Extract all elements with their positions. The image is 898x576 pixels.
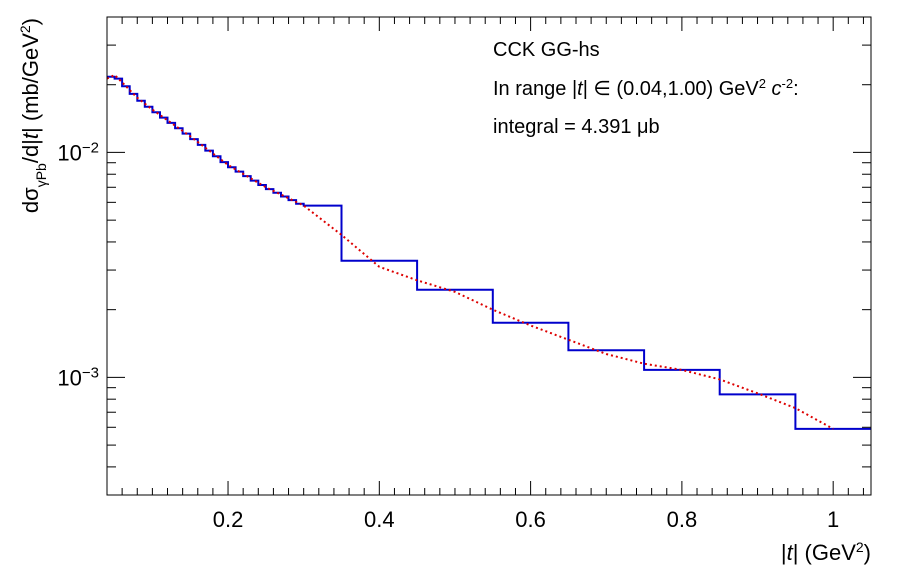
x-axis-ticks: 0.2 0.4 0.6 0.8 1 — [106, 17, 864, 532]
histogram-steps — [107, 75, 871, 430]
annotation-model-name: CCK GG-hs — [493, 39, 600, 61]
x-axis-title: |t| (GeV2) — [781, 539, 871, 565]
model-curve-line — [106, 73, 834, 430]
x-tick-label: 0.2 — [213, 507, 244, 532]
annotation-range: In range |t| ∈ (0.04,1.00) GeV2 c-2: — [493, 76, 799, 101]
y-tick-label: 10−3 — [57, 364, 99, 391]
annotation-integral: integral = 4.391 μb — [493, 116, 660, 138]
plot-frame — [106, 16, 872, 496]
x-tick-label: 1 — [827, 507, 839, 532]
x-tick-label: 0.6 — [515, 507, 546, 532]
x-tick-label: 0.8 — [667, 507, 698, 532]
y-axis-ticks: 10−2 10−3 — [57, 16, 871, 496]
y-tick-label: 10−2 — [57, 139, 99, 166]
x-tick-label: 0.4 — [364, 507, 395, 532]
y-axis-title: dσγPb/d|t| (mb/GeV2) — [17, 18, 49, 213]
histogram-series — [107, 75, 871, 430]
model-curve-series — [106, 73, 834, 430]
